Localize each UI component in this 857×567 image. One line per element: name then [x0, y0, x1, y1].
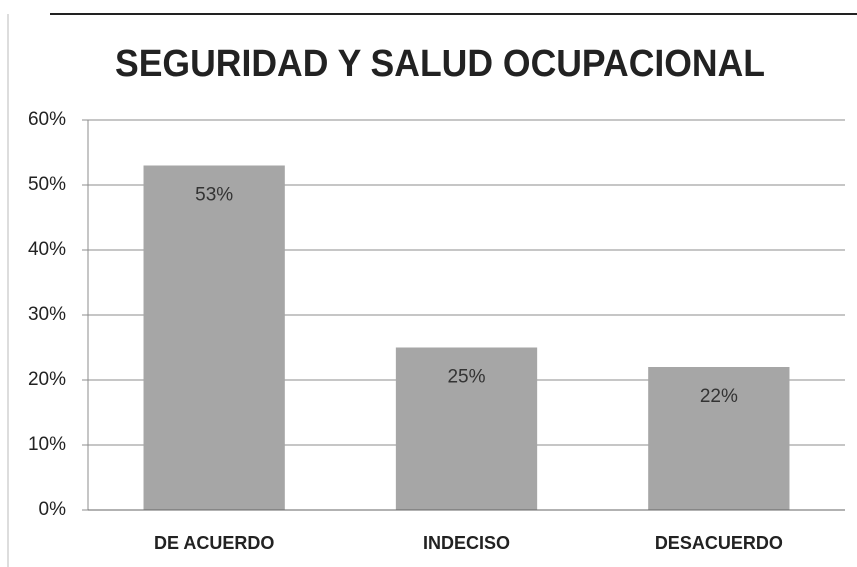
bar	[648, 367, 790, 510]
y-tick-label: 20%	[28, 369, 66, 390]
y-tick-label: 50%	[28, 174, 66, 195]
data-label: 25%	[447, 367, 485, 388]
y-tick-label: 60%	[28, 109, 66, 130]
x-tick-label: DESACUERDO	[655, 533, 783, 553]
y-tick-label: 30%	[28, 304, 66, 325]
y-tick-label: 40%	[28, 239, 66, 260]
data-label: 53%	[195, 185, 233, 206]
x-tick-label: INDECISO	[423, 533, 510, 553]
bar	[395, 347, 538, 510]
y-tick-label: 10%	[28, 434, 66, 455]
x-tick-label: DE ACUERDO	[154, 533, 274, 553]
bar	[143, 165, 285, 510]
data-label: 22%	[700, 386, 738, 407]
chart-title: SEGURIDAD Y SALUD OCUPACIONAL	[115, 43, 765, 85]
y-tick-label: 0%	[39, 499, 67, 520]
